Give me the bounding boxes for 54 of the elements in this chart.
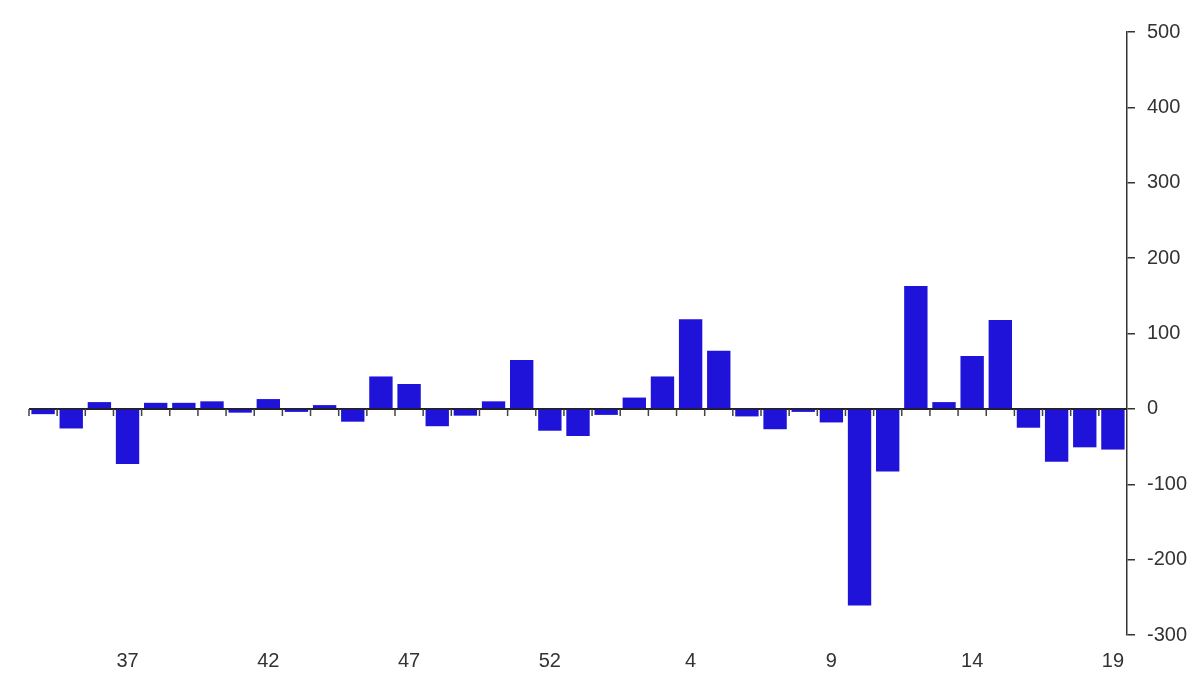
bar xyxy=(228,409,252,413)
bar xyxy=(819,409,844,423)
bar xyxy=(369,376,393,409)
bar xyxy=(144,402,168,409)
bar xyxy=(960,356,984,409)
bar xyxy=(594,409,618,415)
bar xyxy=(341,409,365,422)
bar xyxy=(566,409,590,437)
bar xyxy=(538,409,562,431)
y-tick-label: 400 xyxy=(1147,94,1181,117)
bar xyxy=(115,409,140,464)
y-tick-label: 300 xyxy=(1147,170,1181,193)
bar xyxy=(425,409,449,427)
bar xyxy=(707,350,731,409)
bar xyxy=(481,401,506,409)
bar xyxy=(1101,409,1125,450)
bar xyxy=(1044,409,1069,462)
bar xyxy=(256,399,280,409)
bar xyxy=(31,409,55,415)
bar xyxy=(763,409,787,430)
bar xyxy=(172,402,196,409)
y-tick-label: 500 xyxy=(1147,19,1181,42)
y-tick-label: -300 xyxy=(1147,622,1188,645)
x-tick-label: 14 xyxy=(961,648,984,671)
bar xyxy=(397,384,421,409)
bar xyxy=(735,409,759,417)
bar xyxy=(650,376,675,409)
bar xyxy=(847,409,872,606)
bar xyxy=(904,286,928,409)
y-tick-label: 0 xyxy=(1147,396,1159,419)
bar xyxy=(678,319,703,409)
bar xyxy=(622,397,646,409)
bar xyxy=(988,319,1012,409)
y-tick-label: 100 xyxy=(1147,321,1181,344)
bar xyxy=(59,409,83,429)
bar xyxy=(510,359,534,409)
bar xyxy=(87,402,112,409)
x-tick-label: 47 xyxy=(397,648,421,671)
bar xyxy=(312,405,337,409)
bar xyxy=(453,409,478,416)
x-tick-label: 52 xyxy=(538,648,561,671)
bar xyxy=(932,402,956,409)
y-tick-label: -200 xyxy=(1147,547,1188,570)
x-tick-label: 19 xyxy=(1101,648,1125,671)
x-tick-label: 42 xyxy=(257,648,280,671)
x-tick-label: 9 xyxy=(825,648,837,671)
x-tick-label: 4 xyxy=(685,648,697,671)
bar xyxy=(1016,409,1041,428)
y-tick-label: -100 xyxy=(1147,471,1188,494)
x-tick-label: 37 xyxy=(116,648,139,671)
bar xyxy=(1073,409,1097,448)
bar xyxy=(200,401,224,409)
y-tick-label: 200 xyxy=(1147,245,1181,268)
bar xyxy=(876,409,900,472)
